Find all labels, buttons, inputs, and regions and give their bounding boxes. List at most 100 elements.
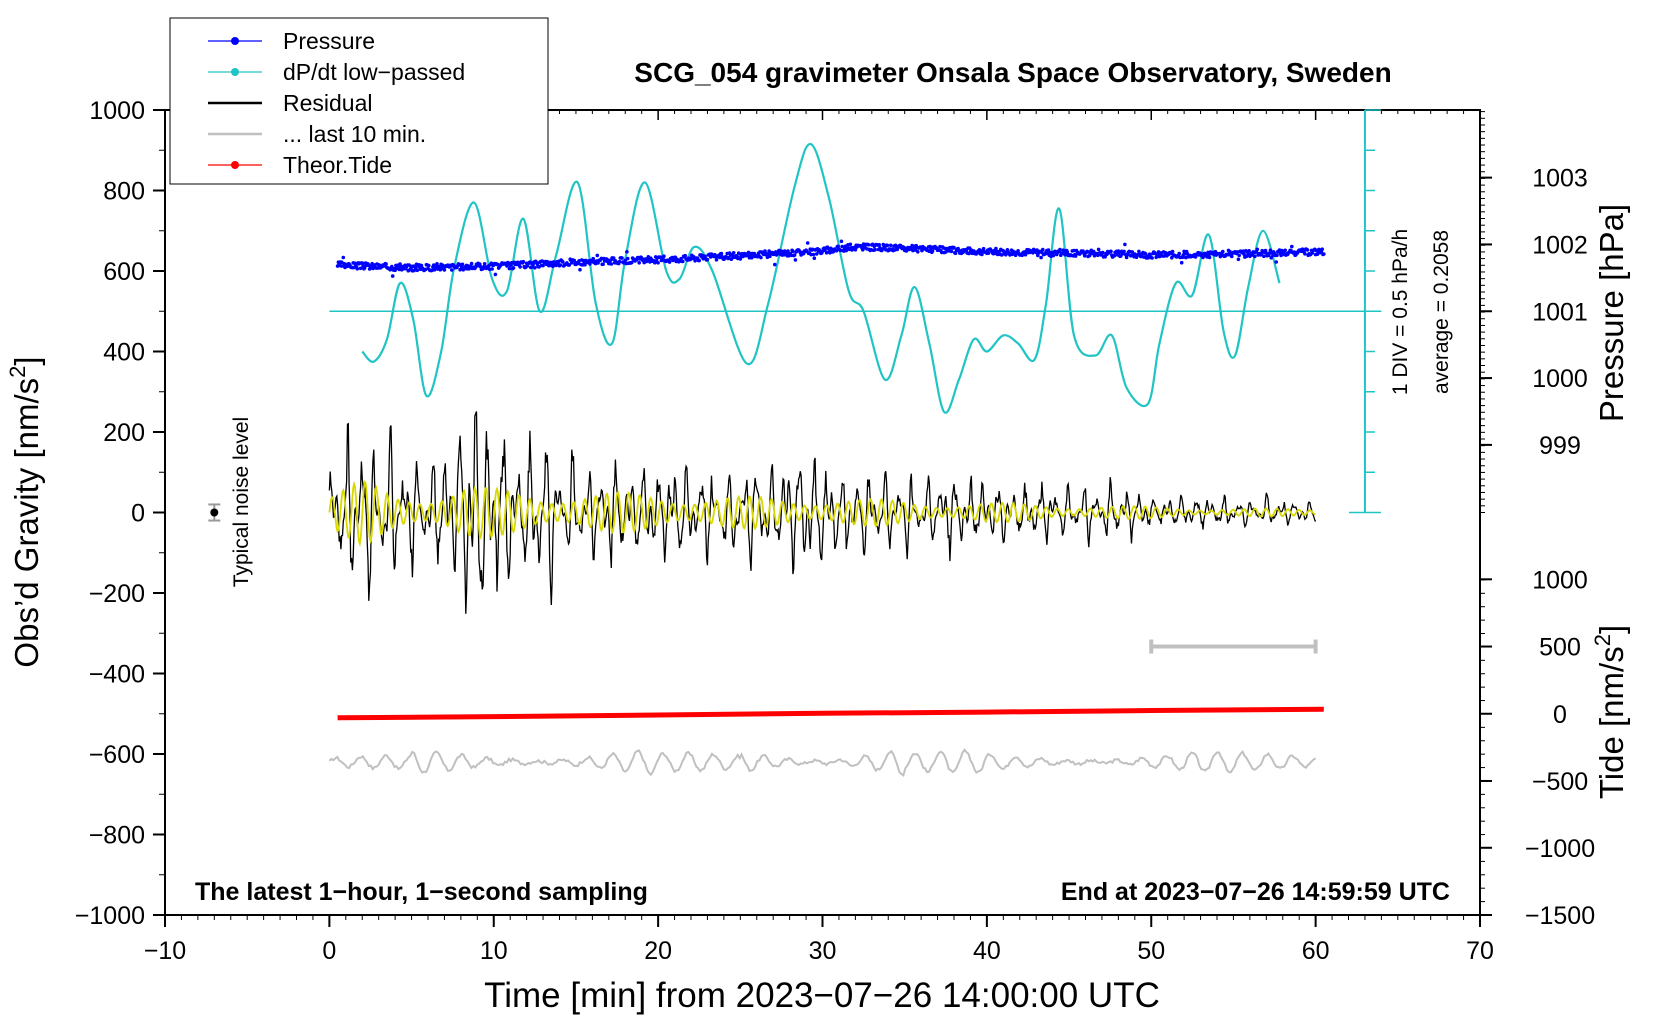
pressure-point — [839, 239, 844, 244]
pressure-point — [736, 251, 741, 255]
pressure-point — [1046, 248, 1051, 252]
pressure-point — [916, 250, 920, 254]
pressure-point — [786, 249, 790, 253]
pressure-point — [637, 261, 641, 265]
pressure-point — [953, 251, 958, 256]
pressure-point — [848, 242, 853, 247]
pressure-point — [1290, 244, 1294, 249]
pressure-point — [1004, 252, 1008, 257]
legend-marker — [231, 68, 239, 76]
y-tick-label: 800 — [103, 178, 145, 206]
pressure-point — [1016, 249, 1020, 253]
y-tick-label: −800 — [89, 822, 145, 850]
pressure-point — [1322, 252, 1326, 256]
y-tick-label: 600 — [103, 258, 145, 286]
pressure-point — [1320, 247, 1324, 251]
pressure-point — [1275, 253, 1279, 258]
y-axis-ticks: 1000 800 600 400 200 0 −200 −400 −600 −800 −1000 — [75, 97, 165, 930]
y-tick-label: −200 — [89, 580, 145, 608]
tide-tick-label: 0 — [1553, 701, 1567, 729]
x-tick-label: 20 — [644, 937, 672, 965]
pressure-point — [507, 266, 512, 271]
pressure-point — [561, 260, 565, 264]
pressure-point — [683, 253, 687, 258]
pressure-point — [1283, 248, 1287, 253]
pressure-point — [738, 257, 743, 261]
pressure-point — [482, 262, 487, 266]
pressure-tick-label: 1001 — [1532, 298, 1588, 326]
pressure-point — [1230, 254, 1234, 259]
legend: Pressure dP/dt low−passed Residual ... last… — [169, 17, 549, 185]
pressure-point — [355, 267, 360, 271]
pressure-point — [595, 253, 600, 258]
pressure-point — [1207, 255, 1212, 260]
tide-tick-label: −1000 — [1525, 835, 1595, 863]
pressure-point — [662, 254, 666, 258]
legend-label: Pressure — [283, 28, 375, 54]
pressure-point — [1274, 260, 1278, 264]
pressure-point — [435, 262, 439, 266]
x-tick-label: 60 — [1302, 937, 1330, 965]
pressure-point — [877, 243, 881, 247]
pressure-point — [630, 260, 634, 265]
tide-tick-label: −500 — [1532, 768, 1588, 796]
pressure-point — [1179, 260, 1184, 265]
pressure-point — [625, 250, 629, 254]
pressure-point — [667, 260, 672, 264]
legend-label: ... last 10 min. — [283, 121, 426, 147]
pressure-point — [601, 262, 605, 267]
pressure-point — [981, 246, 986, 251]
pressure-point — [1123, 242, 1127, 247]
pressure-point — [505, 264, 509, 268]
pressure-point — [360, 261, 365, 265]
pressure-point — [1091, 249, 1096, 254]
pressure-point — [873, 247, 877, 252]
annotation-sampling: The latest 1−hour, 1−second sampling — [195, 878, 648, 906]
pressure-point — [617, 259, 622, 264]
annotation-div: 1 DIV = 0.5 hPa/h — [1389, 229, 1412, 395]
tide-tick-label: −1500 — [1525, 902, 1595, 930]
pressure-point — [731, 251, 736, 255]
pressure-point — [1280, 248, 1284, 253]
pressure-point — [752, 251, 757, 256]
pressure-point — [759, 255, 763, 260]
pressure-point — [450, 268, 454, 272]
pressure-point — [853, 247, 858, 252]
pressure-point — [611, 256, 616, 260]
pressure-point — [994, 246, 998, 251]
x-tick-label: 40 — [973, 937, 1001, 965]
pressure-point — [1236, 257, 1241, 262]
pressure-point — [782, 253, 786, 257]
pressure-point — [620, 256, 624, 260]
right-axis-ticks: 1003 1002 1001 1000 999 1000 500 0 −500 −1000 −150… — [1480, 111, 1595, 930]
chart-title: SCG_054 gravimeter Onsala Space Observat… — [634, 57, 1391, 88]
pressure-point — [341, 255, 346, 260]
pressure-point — [398, 262, 402, 266]
x-tick-label: −10 — [144, 937, 186, 965]
pressure-point — [705, 257, 710, 262]
pressure-point — [572, 258, 577, 263]
pressure-point — [773, 262, 777, 267]
pressure-point — [1130, 250, 1135, 254]
pressure-point — [390, 274, 395, 278]
series-pressure-points — [335, 239, 1326, 278]
pressure-point — [533, 266, 537, 270]
pressure-point — [1073, 254, 1078, 258]
pressure-point — [390, 264, 394, 269]
pressure-point — [714, 258, 719, 262]
noise-point — [210, 508, 219, 517]
pressure-point — [1177, 251, 1181, 256]
pressure-tick-label: 1003 — [1532, 165, 1588, 193]
pressure-point — [1109, 249, 1113, 254]
pressure-point — [609, 262, 614, 266]
y-axis-label-pressure: Pressure [hPa] — [1593, 204, 1630, 422]
pressure-point — [805, 241, 810, 245]
pressure-point — [1262, 254, 1266, 258]
pressure-point — [1039, 255, 1043, 260]
pressure-point — [1096, 247, 1101, 252]
pressure-point — [812, 256, 817, 261]
pressure-point — [861, 248, 865, 252]
pressure-point — [697, 258, 701, 263]
pressure-point — [469, 261, 474, 266]
